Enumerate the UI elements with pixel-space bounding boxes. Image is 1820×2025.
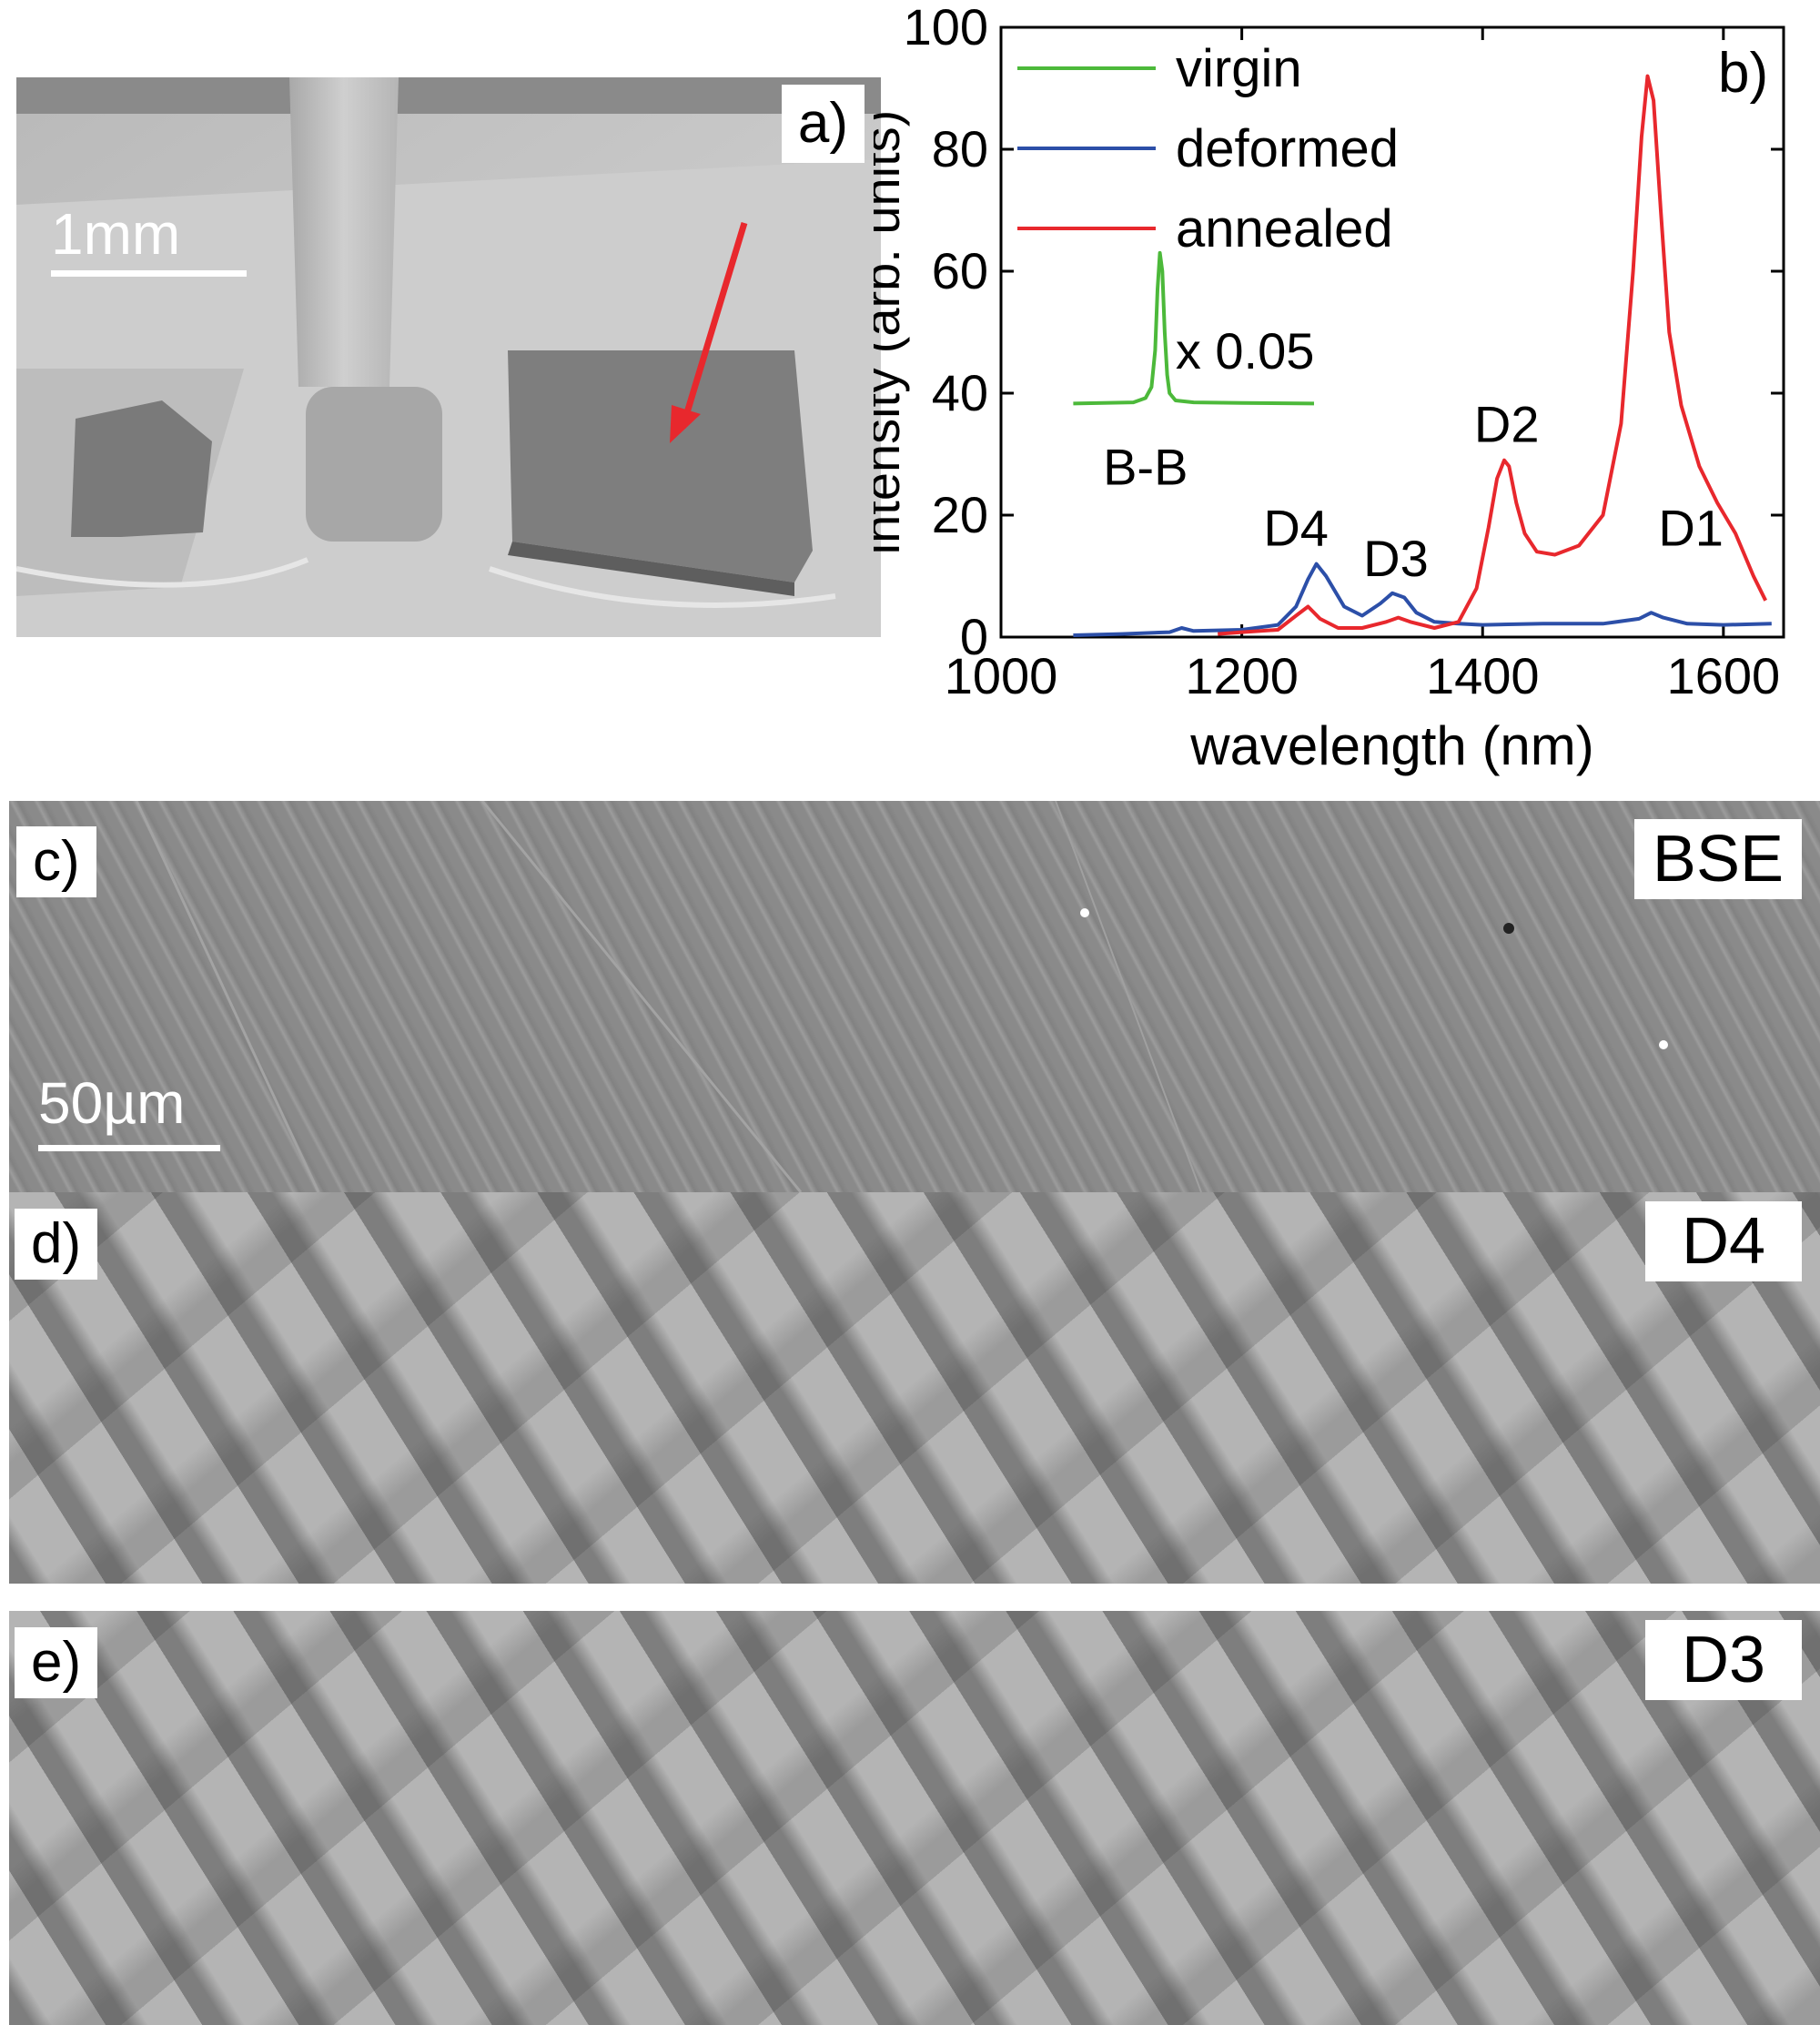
legend-label-deformed: deformed [1176,119,1399,178]
bar-stub [306,387,442,542]
y-tick-label: 60 [932,242,988,299]
y-tick-label: 20 [932,486,988,543]
bent-bar [289,77,399,387]
axes: 1000 1200 1400 1600 0 20 40 60 80 100 wavelength (… [853,0,1785,776]
panel-a-scale-text: 1mm [51,201,181,267]
panel-d-d4-map: d) D4 [9,1192,1820,1584]
peak-label-D1: D1 [1658,500,1724,557]
x-tick-label: 1600 [1667,647,1781,704]
bse-texture [135,801,1668,1192]
spectrum-svg: 1000 1200 1400 1600 0 20 40 60 80 100 wavelength (… [853,0,1785,776]
legend-label-virgin: virgin [1176,39,1302,98]
legend-label-annealed: annealed [1176,199,1393,258]
red-arrow [679,221,748,430]
panel-c-tag: BSE [1633,819,1802,899]
plot-frame [999,25,1785,639]
series-line-virgin [1073,250,1315,406]
x-tick-label: 1400 [1426,647,1540,704]
series-line-deformed [1073,562,1772,637]
panel-e-label: e) [15,1627,98,1698]
series-lines [1073,74,1772,637]
red-arrowhead [670,405,701,443]
panel-d-label: d) [15,1209,98,1280]
panel-a-scale-bar [51,270,247,277]
right-specimen [508,350,813,582]
y-tick-label: 0 [960,608,988,665]
left-specimen [71,400,212,537]
sem-sample-illustration [16,77,881,637]
series-line-annealed [1218,74,1767,636]
panel-b-label: b) [1718,42,1769,105]
panel-e-d3-map: e) D3 [9,1611,1820,2025]
panel-c-bse-image: c) BSE 50µm [9,801,1820,1192]
panel-e-tag: D3 [1644,1620,1802,1700]
inset-scale-note: x 0.05 [1176,322,1315,380]
peak-label-D3: D3 [1363,530,1429,587]
inset-annotation: B-B [1103,439,1188,496]
panel-c-label: c) [16,826,96,897]
panel-a-sem-image: a) 1mm [16,77,881,637]
panel-a-label: a) [781,85,864,163]
x-axis-label: wavelength (nm) [1189,715,1594,776]
y-axis-label: intensity (arb. units) [874,110,910,555]
y-tick-label: 40 [932,364,988,421]
peak-label-D4: D4 [1263,500,1329,557]
panel-c-scale-bar [38,1145,220,1151]
x-tick-label: 1200 [1185,647,1299,704]
chart-labels: virgin x 0.05 B-B deformed annealed D4 D3 D2 D1 [1017,39,1724,587]
y-tick-label: 100 [904,0,988,56]
panel-b-spectrum-chart: 1000 1200 1400 1600 0 20 40 60 80 100 wavelength (… [853,0,1820,792]
y-tick-label: 80 [932,120,988,177]
x-tick-label: 1000 [945,647,1058,704]
panel-d-tag: D4 [1644,1201,1802,1281]
panel-c-scale-text: 50µm [38,1070,186,1136]
peak-label-D2: D2 [1474,396,1540,453]
